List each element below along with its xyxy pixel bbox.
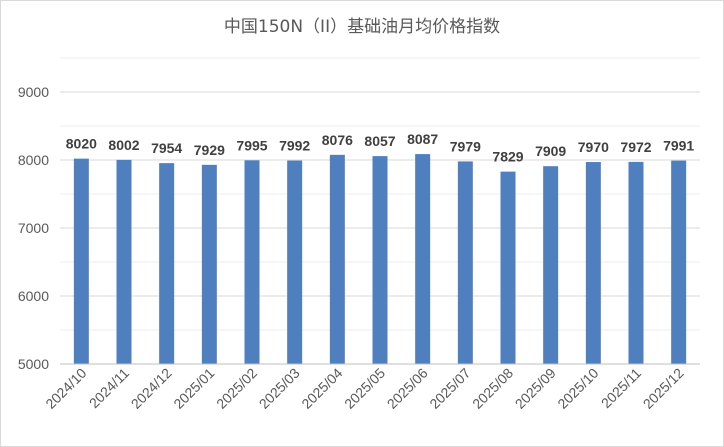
data-label: 7992 <box>279 138 310 154</box>
bar <box>585 162 601 364</box>
y-tick-label: 7000 <box>18 220 49 236</box>
data-label: 7995 <box>236 137 267 153</box>
x-tick-label: 2025/12 <box>640 365 687 412</box>
x-tick-label: 2025/07 <box>426 365 473 412</box>
data-label: 8087 <box>407 131 438 147</box>
x-tick-label: 2025/04 <box>298 365 345 412</box>
data-label: 8057 <box>364 133 395 149</box>
data-label: 8076 <box>322 132 353 148</box>
y-tick-label: 5000 <box>18 356 49 372</box>
bar <box>457 161 473 364</box>
data-label: 7829 <box>492 149 523 165</box>
data-label: 8002 <box>108 137 139 153</box>
x-tick-label: 2025/03 <box>256 365 303 412</box>
bar <box>73 158 89 364</box>
x-tick-label: 2024/12 <box>128 365 175 412</box>
x-tick-label: 2025/11 <box>598 365 645 412</box>
x-tick-label: 2024/10 <box>42 365 89 412</box>
y-tick-label: 8000 <box>18 152 49 168</box>
bar <box>500 171 516 364</box>
x-tick-label: 2025/09 <box>512 365 559 412</box>
bar <box>244 160 260 364</box>
bar <box>287 160 303 364</box>
data-label: 7979 <box>450 138 481 154</box>
data-label: 8020 <box>66 136 97 152</box>
x-tick-label: 2025/06 <box>384 365 431 412</box>
data-label: 7929 <box>194 142 225 158</box>
bar <box>329 154 345 364</box>
x-tick-label: 2024/11 <box>86 365 133 412</box>
data-label: 7954 <box>151 140 182 156</box>
bar <box>159 163 175 364</box>
bar <box>671 160 687 364</box>
x-tick-label: 2025/01 <box>170 365 217 412</box>
y-tick-label: 9000 <box>18 84 49 100</box>
bar <box>628 161 644 364</box>
x-tick-label: 2025/02 <box>213 365 260 412</box>
bar <box>415 154 431 364</box>
data-label: 7991 <box>663 138 694 154</box>
chart-title: 中国150N（II）基础油月均价格指数 <box>223 17 501 37</box>
bar <box>372 156 388 364</box>
data-label: 7970 <box>578 139 609 155</box>
x-tick-label: 2025/10 <box>554 365 601 412</box>
bar <box>201 164 217 364</box>
x-tick-label: 2025/08 <box>469 365 516 412</box>
y-tick-label: 6000 <box>18 288 49 304</box>
data-label: 7909 <box>535 143 566 159</box>
bar <box>116 159 132 364</box>
bar <box>543 166 559 364</box>
x-tick-label: 2025/05 <box>341 365 388 412</box>
data-label: 7972 <box>620 139 651 155</box>
